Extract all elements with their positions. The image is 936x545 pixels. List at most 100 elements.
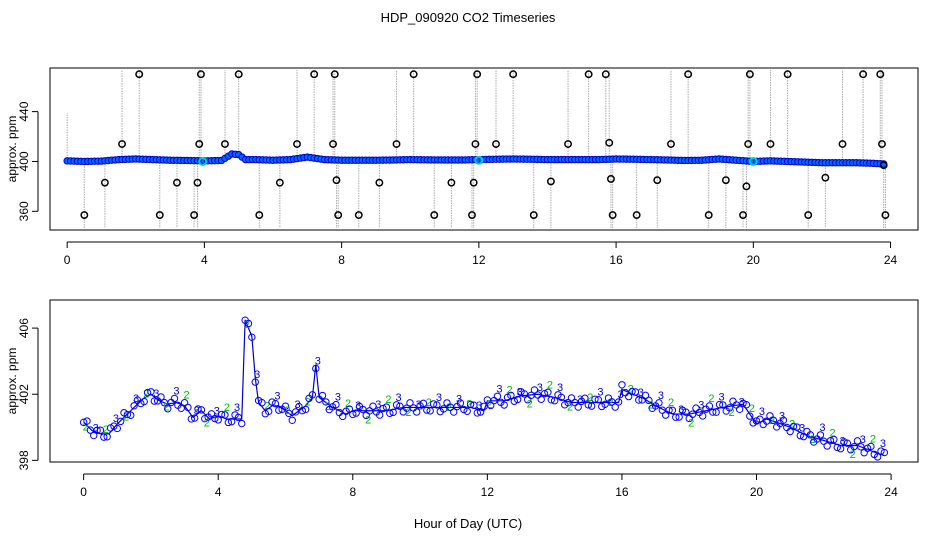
series-point	[234, 413, 243, 422]
outlier-point	[879, 161, 888, 170]
series-point-label: 3	[577, 394, 583, 406]
series-point-label: 2	[668, 397, 674, 409]
series-point-label: 3	[436, 392, 442, 404]
outlier-point	[80, 211, 89, 219]
series-point	[614, 398, 623, 406]
series-point	[857, 443, 865, 451]
series-point	[127, 411, 135, 419]
series-point	[268, 398, 276, 406]
series-point	[624, 392, 633, 401]
outlier-point	[721, 176, 730, 185]
series-point-label: 3	[739, 396, 745, 408]
outlier-point	[329, 140, 337, 148]
outlier-point	[469, 178, 478, 187]
series-point-label: 2	[284, 405, 290, 417]
series-point	[211, 414, 219, 423]
series-point	[345, 405, 354, 413]
outlier-point	[310, 70, 319, 79]
series-point	[386, 409, 394, 417]
outlier-point	[742, 182, 751, 191]
series-point	[79, 418, 88, 427]
series-point-label: 2	[527, 399, 533, 411]
series-point-label: 2	[749, 403, 755, 415]
series-point-label: 2	[184, 390, 190, 402]
series-point-label: 2	[385, 394, 391, 406]
series-point-label: 2	[264, 401, 270, 413]
outlier-point	[744, 140, 753, 148]
series-point-label: 2	[466, 398, 472, 410]
series-point-label: 2	[305, 396, 311, 408]
outlier-point	[375, 178, 384, 187]
series-point	[285, 409, 293, 418]
series-point	[709, 408, 717, 416]
outlier-point	[447, 178, 456, 187]
series-point	[594, 395, 603, 404]
series-point	[735, 405, 744, 414]
outlier-point	[172, 178, 181, 187]
series-point-label: 2	[587, 392, 593, 404]
series-point	[244, 319, 253, 328]
series-point	[248, 333, 256, 341]
series-point-label: 2	[688, 417, 694, 429]
series-point-label: 2	[708, 393, 714, 405]
series-point-label: 3	[456, 394, 462, 406]
top-y-tick-label: 400	[17, 151, 31, 171]
outlier-point	[195, 140, 204, 148]
outlier-point	[766, 140, 775, 148]
series-point	[712, 408, 720, 416]
bottom-y-tick-label: 398	[17, 450, 31, 470]
outlier-point	[190, 211, 199, 219]
bottom-y-axis-label: approx. ppm	[5, 348, 19, 415]
series-point	[493, 392, 502, 400]
series-point-label: 2	[143, 389, 149, 401]
outlier-point	[100, 178, 109, 187]
series-point-label: 3	[698, 399, 704, 411]
highlight-point	[198, 156, 208, 166]
series-point	[140, 397, 148, 406]
series-point	[641, 391, 650, 400]
series-point-label: 2	[446, 402, 452, 414]
outlier-point	[135, 70, 144, 79]
series-point	[520, 390, 529, 398]
outlier-point	[667, 140, 675, 148]
series-point	[688, 410, 697, 418]
series-point	[298, 406, 307, 415]
series-point-label: 2	[809, 434, 815, 446]
series-point	[312, 364, 320, 373]
series-point-label: 3	[537, 382, 543, 394]
series-point	[513, 395, 522, 404]
series-point	[143, 388, 152, 397]
bottom-x-tick-label: 16	[615, 485, 629, 499]
series-point	[291, 408, 300, 416]
top-y-axis-label: approx. ppm	[5, 116, 19, 183]
series-point-label: 2	[567, 402, 573, 414]
outlier-point	[430, 211, 439, 219]
series-point	[873, 453, 882, 461]
outlier-point	[745, 70, 754, 79]
series-point	[806, 431, 815, 439]
series-point	[877, 447, 885, 455]
outlier-point	[878, 140, 886, 148]
series-point-label: 3	[395, 392, 401, 404]
top-y-tick-label: 360	[17, 201, 31, 221]
outlier-point	[606, 174, 615, 183]
series-point	[581, 394, 589, 402]
series-point-label: 2	[103, 424, 109, 436]
outlier-point	[471, 140, 480, 148]
series-point	[675, 413, 683, 421]
outlier-point	[783, 70, 792, 79]
outlier-point	[546, 177, 555, 186]
bottom-x-axis: 0 4 8 12 16 20 24	[80, 473, 898, 499]
series-point	[628, 387, 636, 396]
series-point	[550, 397, 559, 405]
series-point-label: 3	[880, 438, 886, 450]
outlier-point	[804, 211, 813, 219]
series-point	[429, 400, 438, 408]
series-point	[587, 402, 596, 410]
series-point-label: 2	[789, 418, 795, 430]
series-point-label: 2	[607, 397, 613, 409]
outlier-point	[838, 140, 847, 148]
outlier-point	[608, 211, 617, 219]
